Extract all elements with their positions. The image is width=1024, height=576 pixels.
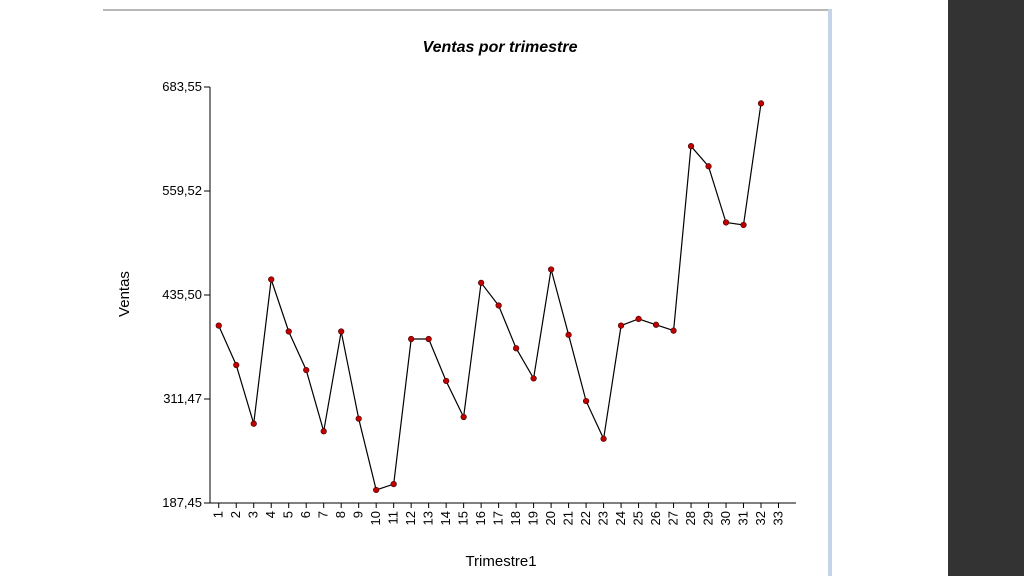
x-tick-label: 8	[333, 511, 348, 518]
y-axis-ticks: 187,45 311,47 435,50 559,52 683,55	[162, 79, 210, 510]
x-tick-label: 7	[316, 511, 331, 518]
x-tick-label: 21	[561, 511, 576, 525]
x-tick-label: 3	[246, 511, 261, 518]
x-tick-label: 10	[368, 511, 383, 525]
x-axis-label: Trimestre1	[465, 553, 536, 570]
x-tick-label: 14	[438, 511, 453, 525]
x-tick-label: 20	[543, 511, 558, 525]
data-point	[408, 335, 415, 343]
data-series	[215, 100, 765, 494]
data-point	[530, 375, 537, 382]
data-point	[478, 279, 485, 286]
data-point	[373, 486, 380, 494]
data-point	[285, 328, 292, 335]
data-point	[670, 327, 677, 334]
x-tick-label: 6	[298, 511, 313, 518]
x-tick-label: 31	[736, 511, 751, 525]
x-tick-label: 25	[631, 511, 646, 525]
x-tick-label: 4	[263, 511, 278, 518]
x-tick-label: 16	[473, 511, 488, 525]
x-tick-label: 32	[753, 511, 768, 525]
y-tick-label: 311,47	[163, 391, 202, 406]
data-point	[338, 328, 345, 335]
x-tick-label: 27	[666, 511, 681, 525]
x-tick-label: 28	[683, 511, 698, 525]
y-tick-label: 683,55	[162, 79, 202, 94]
dark-side-panel	[948, 0, 1024, 576]
data-point	[513, 345, 520, 352]
x-tick-label: 15	[456, 511, 471, 525]
data-point	[215, 322, 222, 329]
x-axis-ticks: 1 2 3 4 5 6 7 8 9 10 11 12 13 14 15 16 17 18 19 20 21 22 23 24 2…	[211, 503, 786, 525]
x-tick-label: 23	[596, 511, 611, 525]
x-tick-label: 26	[648, 511, 663, 525]
data-point	[233, 361, 240, 369]
chart-title: Ventas por trimestre	[422, 39, 577, 56]
x-tick-label: 19	[526, 511, 541, 525]
data-point	[320, 428, 327, 435]
series-line	[218, 103, 762, 491]
data-point	[250, 420, 257, 427]
x-tick-label: 17	[491, 511, 506, 525]
y-tick-label: 559,52	[162, 183, 202, 198]
data-point	[617, 322, 625, 329]
data-point	[460, 413, 467, 421]
x-tick-label: 22	[578, 511, 593, 525]
x-tick-label: 5	[281, 511, 296, 518]
data-point	[390, 480, 397, 488]
x-tick-label: 24	[613, 511, 628, 525]
x-tick-label: 1	[211, 511, 226, 518]
y-tick-label: 435,50	[162, 287, 202, 302]
data-point	[635, 315, 642, 322]
data-point	[582, 397, 590, 405]
y-axis-label: Ventas	[116, 271, 133, 317]
data-point	[443, 377, 450, 385]
data-point	[355, 415, 362, 422]
data-point	[548, 266, 555, 273]
x-tick-label: 18	[508, 511, 523, 525]
data-point	[652, 321, 660, 328]
data-point	[425, 335, 432, 343]
data-point	[495, 302, 502, 309]
data-point	[600, 435, 607, 442]
x-tick-label: 11	[386, 511, 401, 525]
data-point	[740, 221, 747, 229]
data-point	[687, 143, 695, 150]
x-tick-label: 30	[718, 511, 733, 525]
slide-top-border	[103, 9, 830, 11]
y-tick-label: 187,45	[162, 495, 202, 510]
x-tick-label: 33	[771, 511, 786, 525]
data-point	[303, 366, 310, 374]
slide-right-border	[828, 9, 832, 576]
data-point	[565, 331, 572, 338]
data-point	[705, 163, 712, 170]
data-point	[268, 276, 275, 283]
data-point	[757, 100, 765, 107]
x-tick-label: 13	[421, 511, 436, 525]
data-point	[722, 219, 730, 226]
x-tick-label: 29	[701, 511, 716, 525]
x-tick-label: 9	[351, 511, 366, 518]
x-tick-label: 12	[403, 511, 418, 525]
x-tick-label: 2	[228, 511, 243, 518]
